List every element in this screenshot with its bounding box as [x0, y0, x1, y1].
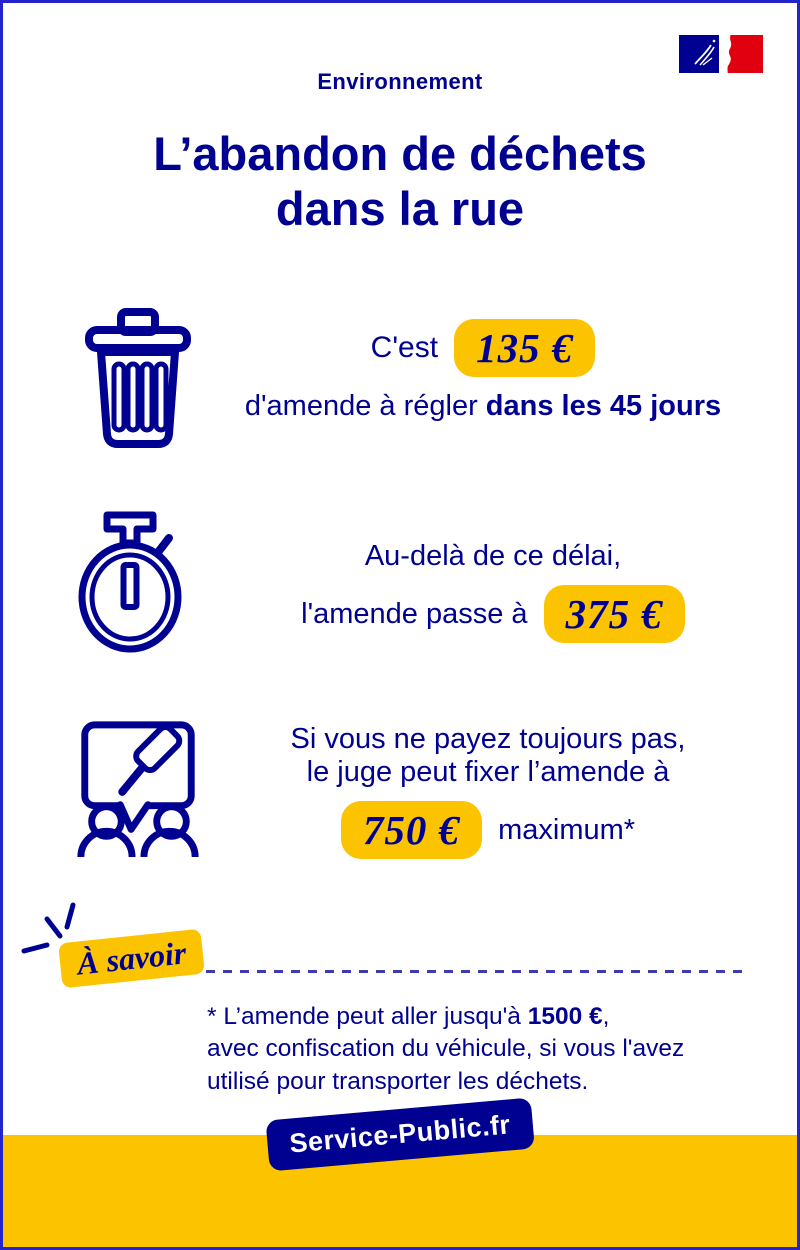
judge-text: le juge peut fixer l’amende à — [306, 756, 670, 789]
footnote-line1: * L’amende peut aller jusqu'à 1500 €, — [207, 1003, 610, 1030]
maximum-text: maximum* — [498, 813, 636, 846]
trash-icon — [75, 306, 201, 454]
page-title-line1: L’abandon de déchets — [153, 127, 647, 180]
no-payment-text: Si vous ne payez toujours pas, — [290, 723, 686, 755]
category-label: Environnement — [317, 69, 483, 94]
stopwatch-icon — [66, 509, 198, 657]
republique-francaise-logo — [679, 35, 763, 73]
section-fine-45days: C'est 135 € d'amende à régler dans les 4… — [213, 319, 753, 423]
footnote-line2: avec confiscation du véhicule, si vous l… — [207, 1035, 685, 1063]
fine-amount-135: 135 € — [454, 319, 596, 377]
fine-deadline-text: d'amende à régler dans les 45 jours — [244, 390, 722, 422]
logo-blue-block — [679, 35, 719, 73]
footnote: * L’amende peut aller jusqu'à 1500 €, av… — [207, 1001, 767, 1098]
fine-amount-375: 375 € — [543, 585, 685, 644]
section-judge-fine: Si vous ne payez toujours pas, le juge p… — [228, 723, 748, 860]
sparkle-icon — [19, 897, 97, 975]
page-title-line2: dans la rue — [275, 181, 525, 235]
justice-gavel-people-icon — [69, 709, 207, 861]
section-fine-increase: Au-delà de ce délai, l'amende passe à 37… — [223, 540, 763, 644]
dashed-separator — [206, 970, 746, 973]
page-title: L’abandon de déchets dans la rue — [3, 127, 797, 236]
footnote-line3: utilisé pour transporter les déchets. — [207, 1067, 589, 1095]
delay-text: Au-delà de ce délai, — [364, 540, 622, 572]
logo-face-profile — [723, 35, 732, 73]
increase-text: l'amende passe à — [301, 597, 528, 630]
fine-amount-750: 750 € — [340, 801, 483, 860]
fine-intro-text: C'est — [370, 330, 439, 364]
